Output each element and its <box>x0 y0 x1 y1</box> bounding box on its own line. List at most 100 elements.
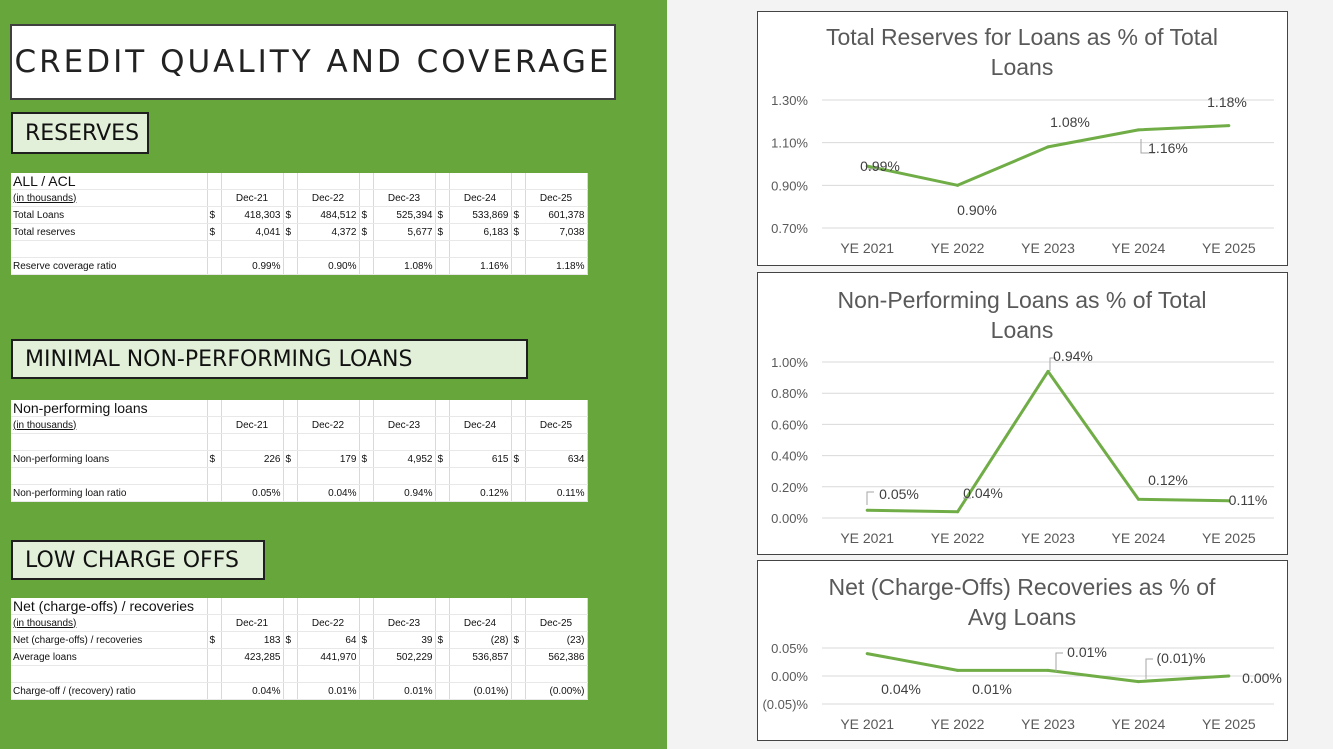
data-point <box>1136 680 1140 684</box>
chargeoffs-chart: Net (Charge-Offs) Recoveries as % of Avg … <box>757 560 1288 741</box>
column-header: Dec-21 <box>221 189 284 207</box>
data-point <box>1046 145 1050 149</box>
table-cell <box>435 240 450 258</box>
currency-symbol: $ <box>207 206 222 224</box>
table-value: 418,303 <box>221 206 284 224</box>
table-cell <box>221 598 284 615</box>
currency-symbol: $ <box>435 223 450 241</box>
table-cell <box>283 433 298 451</box>
currency-symbol <box>435 484 450 502</box>
table-row: Net (charge-offs) / recoveries $183 $64 $39… <box>11 631 588 649</box>
row-label: Total Loans <box>11 206 208 224</box>
data-point <box>1227 674 1231 678</box>
table-cell <box>511 189 526 207</box>
data-label: 0.11% <box>1229 492 1268 508</box>
y-tick-label: 0.00% <box>771 511 808 526</box>
column-header: Dec-24 <box>449 189 512 207</box>
data-label: 0.90% <box>957 202 997 218</box>
table-row: Reserve coverage ratio 0.99% 0.90% 1.08% 1.1… <box>11 257 588 275</box>
table-cell <box>449 433 512 451</box>
table-cell <box>435 433 450 451</box>
column-header: Dec-25 <box>525 189 588 207</box>
table-cell <box>449 240 512 258</box>
chart-title: Net (Charge-Offs) Recoveries as % of <box>829 574 1216 600</box>
table-value: 0.01% <box>373 682 436 700</box>
table-cell <box>297 433 360 451</box>
table-value: 562,386 <box>525 648 588 666</box>
y-tick-label: 0.20% <box>771 480 808 495</box>
data-point <box>1046 668 1050 672</box>
row-label: Net (charge-offs) / recoveries <box>11 631 208 649</box>
table-cell <box>435 598 450 615</box>
currency-symbol <box>359 484 374 502</box>
table-cell <box>373 240 436 258</box>
table-title-row: Non-performing loans <box>11 400 588 417</box>
currency-symbol <box>511 648 526 666</box>
currency-symbol: $ <box>207 450 222 468</box>
table-title-row: Net (charge-offs) / recoveries <box>11 598 588 615</box>
currency-symbol <box>283 648 298 666</box>
data-point <box>1136 128 1140 132</box>
table-cell <box>373 598 436 615</box>
table-value: 0.04% <box>221 682 284 700</box>
chart-title: Loans <box>991 54 1054 80</box>
x-tick-label: YE 2021 <box>840 530 894 546</box>
x-tick-label: YE 2023 <box>1021 530 1075 546</box>
table-title: Net (charge-offs) / recoveries <box>11 598 208 615</box>
table-cell <box>511 598 526 615</box>
table-cell <box>207 614 222 632</box>
table-cell <box>359 433 374 451</box>
table-value: 226 <box>221 450 284 468</box>
table-row: Charge-off / (recovery) ratio 0.04% 0.01% 0… <box>11 682 588 700</box>
table-cell <box>525 598 588 615</box>
table-cell <box>525 467 588 485</box>
column-header: Dec-23 <box>373 416 436 434</box>
table-cell <box>525 240 588 258</box>
currency-symbol: $ <box>511 206 526 224</box>
data-point <box>865 508 869 512</box>
x-tick-label: YE 2022 <box>931 530 985 546</box>
currency-symbol: $ <box>283 631 298 649</box>
table-cell <box>297 598 360 615</box>
currency-symbol <box>511 484 526 502</box>
table-cell <box>359 598 374 615</box>
table-cell <box>283 240 298 258</box>
table-value: 5,677 <box>373 223 436 241</box>
table-cell <box>283 598 298 615</box>
table-cell <box>359 189 374 207</box>
y-tick-label: (0.05)% <box>762 697 808 712</box>
table-cell <box>511 400 526 417</box>
currency-symbol <box>207 648 222 666</box>
data-label: 0.04% <box>963 485 1003 501</box>
y-tick-label: 0.90% <box>771 178 808 193</box>
data-label: 0.00% <box>1242 670 1282 686</box>
currency-symbol <box>207 484 222 502</box>
table-value: 0.01% <box>297 682 360 700</box>
table-row: Total Loans $418,303 $484,512 $525,394 $533,… <box>11 206 588 224</box>
leader-line <box>866 491 874 505</box>
column-header: Dec-22 <box>297 614 360 632</box>
data-label: 0.01% <box>1067 644 1107 660</box>
row-label: Reserve coverage ratio <box>11 257 208 275</box>
table-value: 502,229 <box>373 648 436 666</box>
data-point <box>1046 369 1050 373</box>
data-label: (0.01)% <box>1156 650 1205 666</box>
x-tick-label: YE 2023 <box>1021 240 1075 256</box>
table-cell <box>511 416 526 434</box>
table-cell <box>11 665 208 683</box>
table-cell <box>511 614 526 632</box>
table-cell <box>511 665 526 683</box>
table-value: (28) <box>449 631 512 649</box>
currency-symbol <box>283 257 298 275</box>
table-value: 183 <box>221 631 284 649</box>
x-tick-label: YE 2025 <box>1202 716 1256 732</box>
y-tick-label: 0.60% <box>771 417 808 432</box>
table-title: Non-performing loans <box>11 400 208 417</box>
column-header: Dec-23 <box>373 189 436 207</box>
currency-symbol: $ <box>511 223 526 241</box>
table-cell <box>283 173 298 190</box>
column-header: Dec-21 <box>221 416 284 434</box>
table-cell <box>511 240 526 258</box>
data-point <box>865 164 869 168</box>
table-value: (23) <box>525 631 588 649</box>
